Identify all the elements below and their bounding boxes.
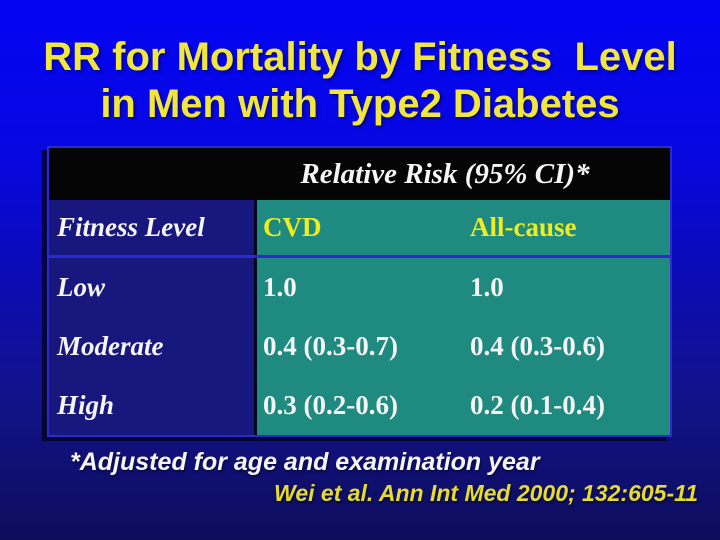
slide-title-line-2: in Men with Type2 Diabetes: [100, 82, 620, 126]
column-header-fitness-level: Fitness Level: [49, 200, 257, 255]
fitness-level-low: Low: [49, 257, 257, 317]
cvd-value-high: 0.3 (0.2-0.6): [257, 375, 464, 436]
fitness-level-moderate: Moderate: [49, 316, 257, 376]
fitness-level-high: High: [49, 375, 257, 436]
cvd-value-low: 1.0: [257, 257, 464, 317]
table-group-header-row: Relative Risk (95% CI)*: [49, 148, 670, 201]
table-column-header-row: Fitness Level CVD All-cause: [49, 200, 670, 258]
slide-title: RR for Mortality by Fitness Level in Men…: [0, 34, 720, 128]
column-header-cvd: CVD: [257, 200, 464, 255]
slide-title-line-1: RR for Mortality by Fitness Level: [43, 35, 677, 79]
relative-risk-table: Relative Risk (95% CI)* Fitness Level CV…: [47, 146, 672, 437]
all-cause-value-moderate: 0.4 (0.3-0.6): [464, 316, 670, 376]
cvd-value-moderate: 0.4 (0.3-0.7): [257, 316, 464, 376]
group-header-spacer: [49, 148, 257, 200]
group-header-label: Relative Risk (95% CI)*: [300, 157, 590, 190]
footnote-adjustment: *Adjusted for age and examination year: [70, 448, 540, 476]
table-row-moderate: Moderate 0.4 (0.3-0.7) 0.4 (0.3-0.6): [49, 316, 670, 376]
all-cause-value-low: 1.0: [464, 257, 670, 317]
column-header-all-cause: All-cause: [464, 200, 670, 255]
table-row-low: Low 1.0 1.0: [49, 257, 670, 317]
all-cause-value-high: 0.2 (0.1-0.4): [464, 375, 670, 436]
table-row-high: High 0.3 (0.2-0.6) 0.2 (0.1-0.4): [49, 375, 670, 436]
citation-reference: Wei et al. Ann Int Med 2000; 132:605-11: [274, 480, 698, 506]
